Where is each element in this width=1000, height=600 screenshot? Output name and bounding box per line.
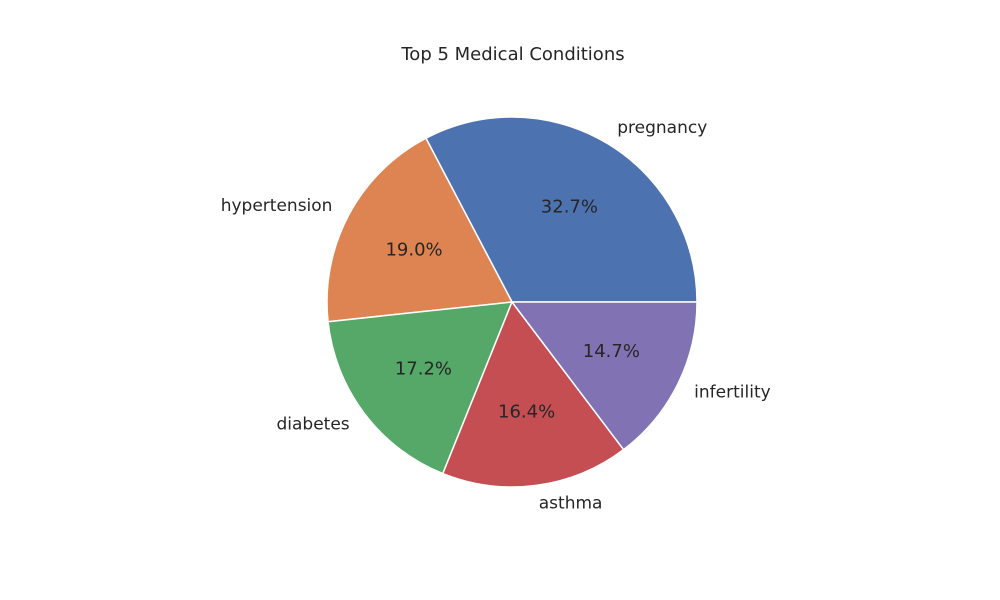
- pie-slices: [326, 116, 698, 488]
- pct-label-diabetes: 17.2%: [395, 358, 452, 379]
- pie-slice-asthma: [442, 301, 625, 488]
- pct-label-pregnancy: 32.7%: [541, 196, 598, 217]
- pct-label-asthma: 16.4%: [498, 402, 555, 423]
- slice-label-infertility: infertility: [694, 383, 771, 403]
- pie-slice-diabetes: [327, 301, 513, 475]
- slice-label-hypertension: hypertension: [221, 196, 333, 216]
- pct-label-hypertension: 19.0%: [385, 239, 442, 260]
- pie-slice-pregnancy: [425, 116, 698, 303]
- pie-labels: 32.7% pregnancy 19.0% hypertension 17.2% diab…: [221, 118, 771, 514]
- slice-label-diabetes: diabetes: [276, 415, 349, 435]
- pie-slice-hypertension: [326, 137, 513, 323]
- slice-label-pregnancy: pregnancy: [617, 118, 707, 138]
- slice-label-asthma: asthma: [539, 494, 603, 514]
- pct-label-infertility: 14.7%: [583, 341, 640, 362]
- pie-slice-infertility: [511, 301, 698, 451]
- chart-title: Top 5 Medical Conditions: [401, 44, 625, 65]
